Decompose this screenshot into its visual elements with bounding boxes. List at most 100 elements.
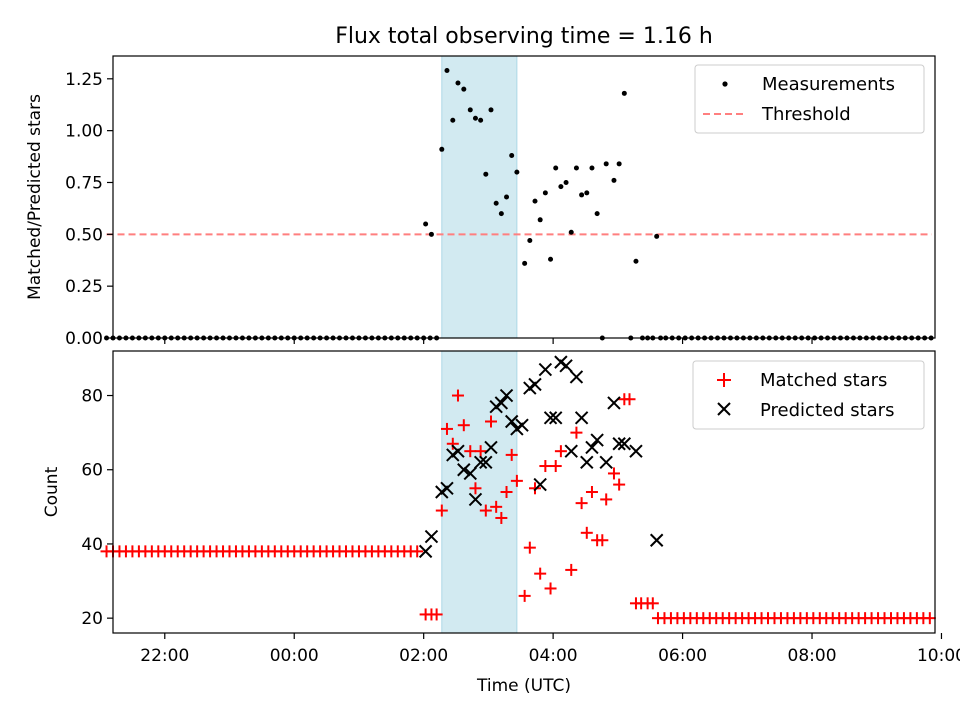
predicted-star-marker [585, 440, 599, 455]
measurement-point [504, 194, 510, 200]
top-x-ticks [164, 338, 813, 344]
predicted-star-marker [629, 444, 643, 458]
measurement-point [589, 165, 595, 171]
predicted-star-marker [424, 529, 439, 544]
matched-star-marker [580, 526, 593, 539]
x-axis-label: Time (UTC) [476, 676, 571, 696]
measurement-point [594, 211, 600, 217]
measurement-point [509, 153, 515, 159]
matched-star-marker [544, 582, 557, 595]
matched-star-marker [600, 493, 613, 506]
predicted-star-marker [451, 444, 465, 458]
matched-star-marker [534, 567, 547, 580]
matched-star-marker [510, 474, 523, 487]
bottom-axes-frame [112, 350, 936, 634]
bottom-x-ticks: 22:00 00:00 02:00 04:00 06:00 08:00 10:00 [140, 633, 960, 666]
predicted-star-marker [463, 466, 477, 481]
predicted-legend-marker [717, 402, 731, 416]
matched-legend-label: Matched stars [760, 370, 887, 391]
measurement-point [467, 107, 473, 113]
top-y-label: Matched/Predicted stars [25, 94, 45, 300]
predicted-star-marker [612, 437, 626, 451]
matched-star-marker [575, 497, 588, 510]
measurement-point [553, 165, 559, 171]
matched-star-marker [505, 448, 518, 461]
matched-star-marker [539, 460, 552, 473]
matched-star-marker [435, 504, 448, 517]
top-axes-frame [112, 55, 936, 339]
predicted-star-markers [418, 355, 664, 559]
measurement-point [633, 258, 639, 264]
bottom-legend-box [692, 360, 925, 430]
matched-star-marker [495, 511, 508, 524]
top-panel: Flux total observing time = 1.16 h 0.00 0… [25, 24, 936, 349]
chart-title: Flux total observing time = 1.16 h [335, 24, 713, 49]
measurement-point [483, 171, 489, 177]
y-tick-label: 1.00 [65, 122, 103, 142]
measurement-point [579, 192, 585, 198]
bottom-y-ticks: 20 40 60 80 [81, 387, 113, 629]
matched-star-marker [570, 426, 583, 439]
x-tick-label: 02:00 [399, 646, 448, 666]
top-legend-box [694, 64, 925, 134]
top-legend: Measurements Threshold [694, 64, 925, 134]
matched-star-marker [451, 389, 464, 402]
matched-star-marker [469, 482, 482, 495]
predicted-star-marker [504, 414, 519, 429]
measurement-point [428, 231, 434, 237]
measurement-point [423, 221, 429, 227]
y-tick-label: 80 [81, 387, 103, 407]
measurement-point [455, 80, 461, 86]
measurement-point [532, 198, 538, 204]
measurement-point [654, 233, 660, 239]
measurement-point [542, 190, 548, 196]
predicted-star-marker [617, 437, 632, 451]
measurement-point [439, 146, 445, 152]
measurement-point [611, 177, 617, 183]
predicted-star-marker [494, 396, 509, 410]
predicted-star-marker [468, 492, 483, 507]
matched-star-markers [100, 389, 936, 625]
top-y-ticks: 0.00 0.25 0.50 0.75 1.00 1.25 [65, 70, 113, 349]
bottom-legend: Matched stars Predicted stars [692, 360, 925, 430]
measurement-point [488, 107, 494, 113]
matched-star-marker [523, 541, 536, 554]
measurement-point [621, 90, 627, 96]
predicted-star-marker [499, 388, 514, 403]
measurement-point [444, 68, 450, 74]
predicted-star-marker [590, 433, 604, 447]
matched-star-marker [613, 478, 626, 491]
measurement-point [537, 217, 543, 223]
predicted-star-marker [533, 477, 547, 492]
bottom-panel: 20 40 60 80 22:00 00:00 02:00 04:00 06:00 08:00 1… [42, 350, 960, 696]
matched-star-marker [446, 437, 459, 450]
measurements-legend-label: Measurements [762, 74, 895, 95]
measurements-legend-marker [722, 81, 728, 87]
measurement-point [461, 86, 467, 92]
predicted-star-marker [564, 444, 578, 458]
predicted-star-marker [599, 455, 613, 470]
matched-star-marker [430, 608, 443, 621]
y-tick-label: 60 [81, 461, 103, 481]
predicted-star-marker [543, 411, 558, 425]
y-tick-label: 0.00 [65, 329, 103, 349]
bottom-y-label: Count [42, 466, 62, 517]
matched-star-marker [565, 563, 578, 576]
matched-star-marker [411, 545, 424, 558]
matched-star-marker [479, 504, 492, 517]
measurement-point [472, 115, 478, 121]
predicted-star-marker [457, 463, 471, 477]
matched-star-marker [554, 445, 567, 458]
measurement-point [104, 335, 110, 341]
measurement-point [558, 184, 564, 190]
y-tick-label: 0.75 [65, 173, 103, 193]
predicted-star-marker [549, 411, 563, 425]
measurement-point [450, 117, 456, 123]
x-tick-label: 06:00 [658, 646, 707, 666]
matched-star-marker [500, 486, 513, 498]
measurement-point [514, 169, 520, 175]
predicted-star-marker [440, 481, 454, 495]
predicted-star-marker [528, 377, 542, 392]
